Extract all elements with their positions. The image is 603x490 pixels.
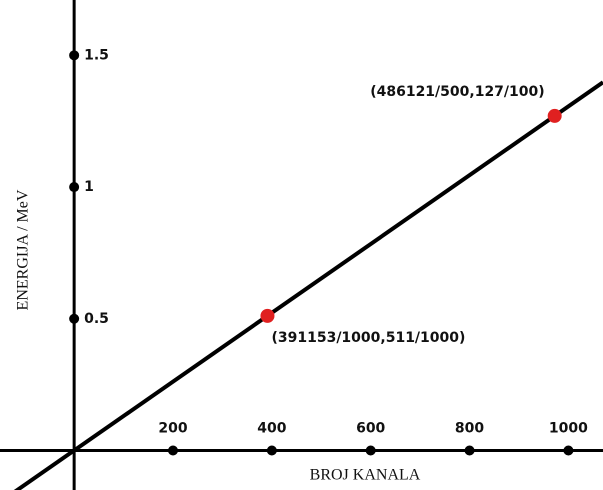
point-label: (486121/500,127/100)	[370, 84, 544, 100]
x-tick	[464, 445, 475, 456]
x-tick-label: 1000	[549, 420, 588, 436]
data-point	[547, 108, 562, 123]
y-tick	[69, 50, 80, 61]
fit-line	[13, 80, 603, 490]
y-tick-label: 1.5	[84, 47, 109, 63]
x-tick-label: 600	[356, 420, 385, 436]
x-tick	[563, 445, 574, 456]
y-axis-label: ENERGIJA / MeV	[15, 189, 32, 310]
y-tick-label: 0.5	[84, 311, 109, 327]
y-tick	[69, 313, 80, 324]
point-label: (391153/1000,511/1000)	[271, 330, 465, 346]
x-axis-label: BROJ KANALA	[310, 467, 421, 484]
x-tick	[365, 445, 376, 456]
y-tick-label: 1	[84, 179, 94, 195]
x-tick	[167, 445, 178, 456]
data-point	[260, 308, 275, 323]
x-tick-label: 800	[455, 420, 484, 436]
x-tick	[266, 445, 277, 456]
x-tick-label: 400	[257, 420, 286, 436]
x-tick-label: 200	[158, 420, 187, 436]
y-tick	[69, 182, 80, 193]
